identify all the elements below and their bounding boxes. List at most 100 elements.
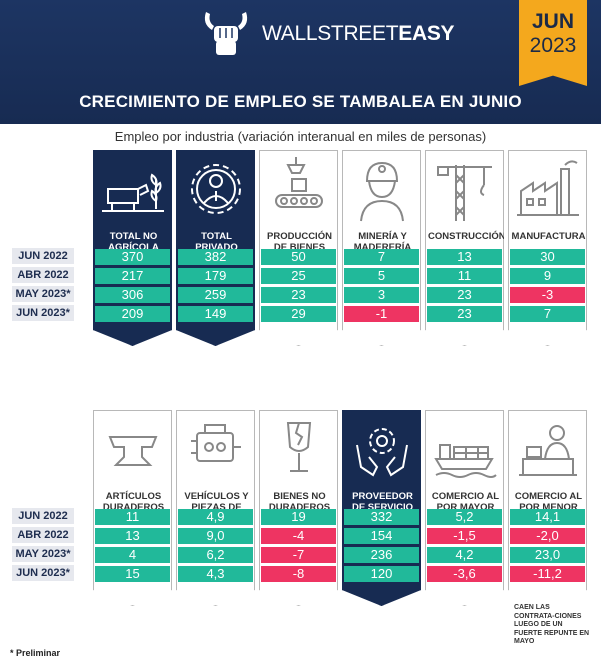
value-cell-jun-2023: 209 — [95, 306, 170, 322]
value-cell-may-2023: -3 — [510, 287, 585, 303]
badge-year: 2023 — [529, 34, 577, 57]
value-cell-abr-2022: 9,0 — [178, 528, 253, 544]
crane-icon — [432, 155, 498, 225]
conveyor-belt-icon — [266, 155, 332, 225]
industry-card-total-privado: TOTAL PRIVADO 382 179 259 149 — [176, 150, 255, 346]
value-cell-may-2023: 4,2 — [427, 547, 502, 563]
value-cell-abr-2022: -4 — [261, 528, 336, 544]
footnote-preliminary: * Preliminar — [10, 648, 61, 658]
value-cell-abr-2022: 25 — [261, 268, 336, 284]
value-cell-abr-2022: 154 — [344, 528, 419, 544]
value-cell-may-2023: 306 — [95, 287, 170, 303]
row-label-may-2023: MAY 2023* — [12, 286, 74, 302]
value-cell-jun-2023: 7 — [510, 306, 585, 322]
value-cell-may-2023: 3 — [344, 287, 419, 303]
value-cell-may-2023: -7 — [261, 547, 336, 563]
value-cell-jun-2022: 4,9 — [178, 509, 253, 525]
retail-annotation: CAEN LAS CONTRATA-CIONES LUEGO DE UN FUE… — [514, 604, 590, 645]
value-cell-jun-2023: 149 — [178, 306, 253, 322]
value-cell-jun-2022: 19 — [261, 509, 336, 525]
value-cell-may-2023: 259 — [178, 287, 253, 303]
industry-label: MINERÍA Y MADERERÍA — [353, 231, 412, 253]
header-banner: WALLSTREETEASY JUN 2023 CRECIMIENTO DE E… — [0, 0, 601, 124]
row-label-abr-2022: ABR 2022 — [12, 267, 74, 283]
brand-name: WALLSTREETEASY — [262, 22, 455, 45]
date-badge: JUN 2023 — [519, 0, 587, 86]
industry-card-vehiculos-y-piezas-de-motor: VEHÍCULOS Y PIEZAS DE MOTOR4,99,06,24,3 — [176, 410, 255, 606]
value-cell-abr-2022: 11 — [427, 268, 502, 284]
fragile-glass-icon — [266, 415, 332, 485]
industry-card-construccion: CONSTRUCCIÓN 13 11 23 23 — [425, 150, 504, 346]
row-label-abr-2022: ABR 2022 — [12, 527, 74, 543]
value-cell-jun-2023: -8 — [261, 566, 336, 582]
industry-card-comercio-al-por-menor: COMERCIO AL POR MENOR 14,1 -2,0 23,0 -11,2 — [508, 410, 587, 606]
value-cell-jun-2022: 50 — [261, 249, 336, 265]
industry-label: MANUFACTURA — [511, 231, 586, 242]
hands-gear-icon — [349, 415, 415, 485]
value-cell-abr-2022: 217 — [95, 268, 170, 284]
value-cell-jun-2023: 23 — [427, 306, 502, 322]
industry-label: ARTÍCULOS DURADEROS — [102, 491, 165, 513]
value-cell-abr-2022: 179 — [178, 268, 253, 284]
value-cell-jun-2023: 4,3 — [178, 566, 253, 582]
industry-label: TOTAL NO AGRÍCOLA — [108, 231, 159, 253]
value-cell-may-2023: 236 — [344, 547, 419, 563]
value-cell-abr-2022: 9 — [510, 268, 585, 284]
industry-card-mineria-y-madereria: MINERÍA Y MADERERÍA 7 5 3 -1 — [342, 150, 421, 346]
value-cell-jun-2023: 15 — [95, 566, 170, 582]
value-cell-abr-2022: 5 — [344, 268, 419, 284]
anvil-icon — [100, 415, 166, 485]
value-cell-may-2023: 4 — [95, 547, 170, 563]
chart-title: CRECIMIENTO DE EMPLEO SE TAMBALEA EN JUN… — [79, 92, 522, 111]
row-label-jun-2023: JUN 2023* — [12, 565, 74, 581]
industry-card-total-no-agricola: TOTAL NO AGRÍCOLA 370 217 306 209 — [93, 150, 172, 346]
value-cell-jun-2023: -11,2 — [510, 566, 585, 582]
chart-subtitle: Empleo por industria (variación interanu… — [114, 129, 487, 144]
value-cell-may-2023: 23 — [261, 287, 336, 303]
cargo-ship-icon — [432, 415, 498, 485]
industry-card-proveedor-de-servicio-privado: PROVEEDOR DE SERVICIO PRIVADO33215423612… — [342, 410, 421, 606]
value-cell-may-2023: 6,2 — [178, 547, 253, 563]
industry-label: COMERCIO AL POR MENOR — [514, 491, 583, 513]
value-cell-jun-2022: 5,2 — [427, 509, 502, 525]
row-label-jun-2022: JUN 2022 — [12, 508, 74, 524]
bull-fist-logo-icon — [204, 12, 248, 55]
value-cell-jun-2022: 11 — [95, 509, 170, 525]
value-cell-abr-2022: -1,5 — [427, 528, 502, 544]
farm-cow-icon — [100, 155, 166, 225]
industry-label: CONSTRUCCIÓN — [428, 231, 506, 242]
row-label-may-2023: MAY 2023* — [12, 546, 74, 562]
private-worker-gear-icon — [183, 155, 249, 225]
value-cell-jun-2022: 332 — [344, 509, 419, 525]
miner-helmet-icon — [349, 155, 415, 225]
industry-card-manufactura: MANUFACTURA 30 9 -3 7 — [508, 150, 587, 346]
engine-icon — [183, 415, 249, 485]
value-cell-jun-2022: 370 — [95, 249, 170, 265]
value-cell-may-2023: 23 — [427, 287, 502, 303]
industry-card-produccion-de-bienes: PRODUCCIÓN DE BIENES 50 25 23 29 — [259, 150, 338, 346]
industry-card-bienes-no-duraderos: BIENES NO DURADEROS 19 -4 -7 -8 — [259, 410, 338, 606]
factory-icon — [515, 155, 581, 225]
value-cell-jun-2022: 382 — [178, 249, 253, 265]
value-cell-jun-2023: 120 — [344, 566, 419, 582]
row-label-jun-2022: JUN 2022 — [12, 248, 74, 264]
industry-label: PRODUCCIÓN DE BIENES — [267, 231, 332, 253]
value-cell-jun-2022: 14,1 — [510, 509, 585, 525]
industry-label: COMERCIO AL POR MAYOR — [431, 491, 500, 513]
value-cell-may-2023: 23,0 — [510, 547, 585, 563]
industry-label: TOTAL PRIVADO — [195, 231, 238, 253]
value-cell-jun-2022: 7 — [344, 249, 419, 265]
row-label-jun-2023: JUN 2023* — [12, 305, 74, 321]
value-cell-jun-2023: -3,6 — [427, 566, 502, 582]
industry-card-articulos-duraderos: ARTÍCULOS DURADEROS 11 13 4 15 — [93, 410, 172, 606]
value-cell-abr-2022: -2,0 — [510, 528, 585, 544]
value-cell-jun-2022: 30 — [510, 249, 585, 265]
value-cell-jun-2023: 29 — [261, 306, 336, 322]
badge-month: JUN — [531, 10, 574, 33]
value-cell-jun-2022: 13 — [427, 249, 502, 265]
value-cell-abr-2022: 13 — [95, 528, 170, 544]
industry-label: BIENES NO DURADEROS — [268, 491, 331, 513]
industry-card-comercio-al-por-mayor: COMERCIO AL POR MAYOR 5,2 -1,5 4,2 -3,6 — [425, 410, 504, 606]
value-cell-jun-2023: -1 — [344, 306, 419, 322]
shop-clerk-icon — [515, 415, 581, 485]
